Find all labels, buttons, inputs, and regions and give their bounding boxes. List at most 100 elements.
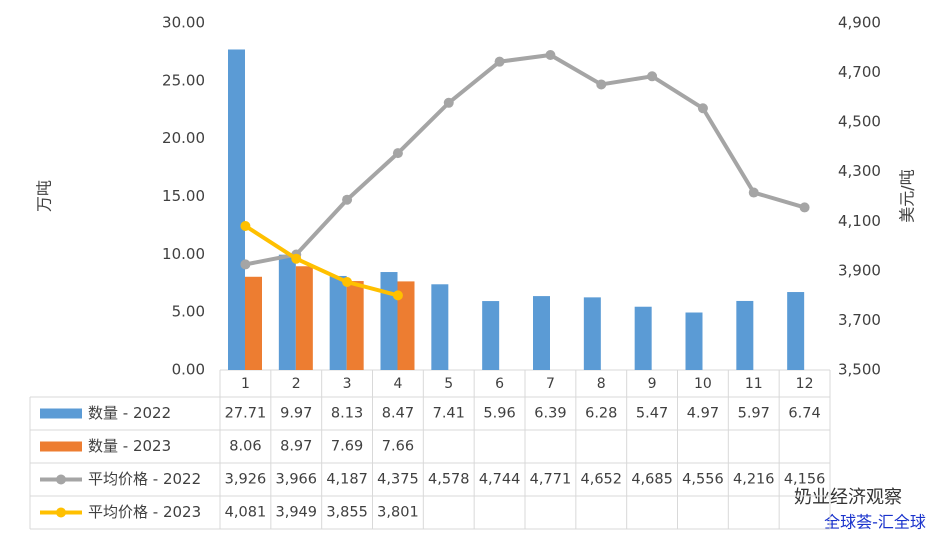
table-cell: 6.74: [788, 406, 820, 422]
line-marker: [748, 187, 759, 198]
y-tick-label: 5.00: [172, 303, 205, 321]
table-cell: 27.71: [225, 406, 267, 422]
legend-label: 数量 - 2023: [88, 437, 171, 455]
line-marker: [240, 259, 251, 270]
x-tick-label: 8: [597, 376, 606, 392]
table-cell: 8.13: [331, 406, 363, 422]
bar: [380, 272, 398, 370]
table-cell: 3,966: [275, 472, 317, 488]
line-marker: [443, 97, 454, 108]
y2-tick-label: 4,900: [838, 14, 881, 32]
legend-key: [40, 441, 82, 452]
table-cell: 5.96: [483, 406, 515, 422]
table-cell: 4,156: [784, 472, 826, 488]
table-cell: 4,744: [479, 472, 521, 488]
bar: [329, 275, 347, 370]
y2-tick-label: 4,500: [838, 113, 881, 131]
line-marker: [342, 194, 353, 205]
y2-tick-label: 4,300: [838, 162, 881, 180]
watermark: 全球荟-汇全球: [824, 513, 926, 532]
bar: [482, 301, 500, 370]
x-tick-label: 12: [796, 376, 814, 392]
y2-tick-label: 3,500: [838, 361, 881, 379]
x-tick-label: 6: [495, 376, 504, 392]
line-marker: [240, 220, 251, 231]
line: [244, 224, 399, 298]
line-marker: [342, 277, 353, 288]
y-tick-label: 10.00: [162, 245, 205, 263]
bar: [787, 292, 805, 370]
y-tick-label: 0.00: [172, 361, 205, 379]
y-tick-label: 15.00: [162, 187, 205, 205]
table-cell: 3,949: [275, 505, 317, 521]
x-tick-label: 5: [444, 376, 453, 392]
table-cell: 5.97: [738, 406, 770, 422]
table-cell: 4,652: [580, 472, 622, 488]
x-tick-label: 9: [648, 376, 657, 392]
y2-tick-label: 3,900: [838, 261, 881, 279]
bar: [245, 276, 262, 370]
line-marker: [799, 202, 810, 213]
table-cell: 4,187: [326, 472, 368, 488]
table-cell: 3,926: [225, 472, 267, 488]
bar: [634, 306, 652, 370]
y-axis-label: 万吨: [35, 180, 54, 212]
y-tick-label: 25.00: [162, 71, 205, 89]
y-tick-label: 30.00: [162, 14, 205, 32]
table-cell: 7.66: [382, 439, 414, 455]
y-tick-label: 20.00: [162, 129, 205, 147]
table-cell: 4,081: [225, 505, 267, 521]
line-marker: [392, 290, 403, 301]
bar: [583, 297, 601, 370]
line-marker: [291, 253, 302, 264]
bar: [295, 266, 313, 370]
bar: [685, 312, 703, 370]
line-marker: [647, 71, 658, 82]
line-marker: [545, 49, 556, 60]
table-cell: 8.47: [382, 406, 414, 422]
y2-tick-label: 3,700: [838, 311, 881, 329]
table-cell: 5.47: [636, 406, 668, 422]
bar: [278, 254, 296, 370]
legend-key: [56, 507, 66, 518]
table-cell: 7.69: [331, 439, 363, 455]
table-cell: 4,556: [682, 472, 724, 488]
line-marker: [697, 103, 708, 114]
x-tick-label: 3: [343, 376, 352, 392]
y2-tick-label: 4,700: [838, 63, 881, 81]
bar: [736, 300, 754, 370]
legend-label: 平均价格 - 2023: [88, 503, 201, 521]
table-cell: 4,578: [428, 472, 470, 488]
table-cell: 4,771: [530, 472, 572, 488]
y2-axis-label: 美元/吨: [898, 169, 917, 222]
table-cell: 4,216: [733, 472, 775, 488]
table-cell: 7.41: [433, 406, 465, 422]
legend-label: 数量 - 2022: [88, 404, 171, 422]
bar: [431, 284, 449, 370]
table-cell: 4,685: [631, 472, 673, 488]
bar: [533, 296, 550, 370]
legend-key: [40, 408, 82, 419]
y2-tick-label: 4,100: [838, 212, 881, 230]
line-marker: [494, 56, 505, 67]
legend-key: [56, 474, 66, 485]
table-cell: 8.97: [280, 439, 312, 455]
line: [245, 52, 806, 267]
table-cell: 6.28: [585, 406, 617, 422]
watermark: 奶业经济观察: [794, 487, 902, 508]
table-cell: 8.06: [229, 439, 261, 455]
x-tick-label: 11: [745, 376, 763, 392]
line-marker: [596, 79, 607, 90]
table-cell: 9.97: [280, 406, 312, 422]
line-marker: [392, 148, 403, 159]
legend-label: 平均价格 - 2022: [88, 470, 201, 488]
bar: [228, 49, 245, 370]
x-tick-label: 1: [241, 376, 250, 392]
table-cell: 3,855: [326, 505, 368, 521]
x-tick-label: 10: [694, 376, 712, 392]
x-tick-label: 2: [292, 376, 301, 392]
table-cell: 3,801: [377, 505, 419, 521]
bar: [346, 281, 364, 370]
table-cell: 6.39: [534, 406, 566, 422]
